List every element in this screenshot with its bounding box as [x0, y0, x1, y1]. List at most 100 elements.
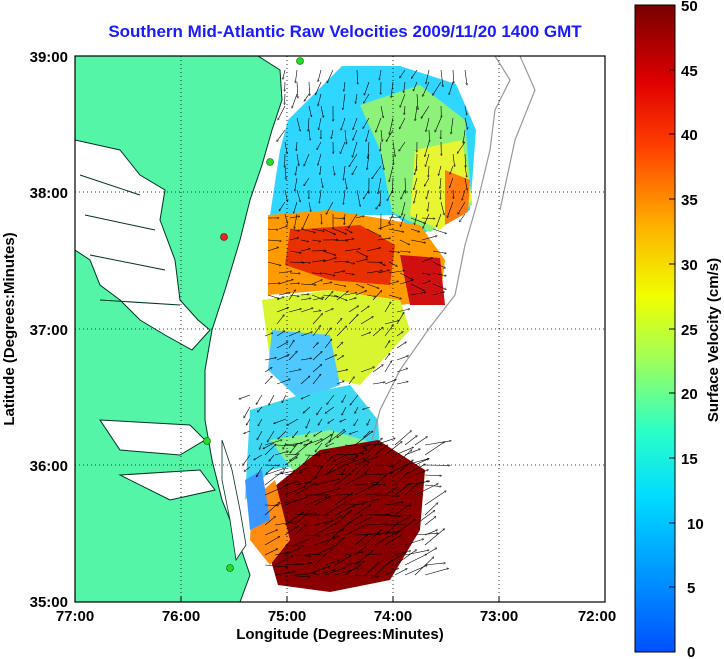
station-marker	[296, 57, 304, 65]
velocity-vector	[343, 93, 346, 110]
velocity-vector	[354, 547, 366, 556]
velocity-vector	[414, 177, 418, 190]
velocity-vector	[374, 445, 388, 456]
velocity-vector	[317, 141, 322, 150]
velocity-vector	[263, 442, 275, 449]
velocity-vector	[336, 381, 344, 385]
velocity-vector	[352, 141, 358, 157]
velocity-vector	[452, 153, 455, 166]
radar-stations	[203, 57, 304, 572]
velocity-vector	[309, 81, 310, 95]
velocity-vector	[337, 430, 347, 437]
velocity-vector	[304, 535, 320, 536]
velocity-vector	[243, 454, 251, 465]
velocity-vector	[295, 165, 298, 175]
velocity-vector	[344, 177, 347, 189]
velocity-vector	[440, 177, 442, 188]
velocity-vector	[426, 189, 430, 199]
velocity-vector	[301, 394, 311, 399]
velocity-vector	[312, 374, 321, 385]
velocity-vector	[389, 213, 394, 223]
bay-tributaries	[79, 174, 181, 306]
velocity-vector	[294, 513, 316, 516]
velocity-vector	[394, 551, 410, 556]
colorbar-tick-labels: 50 45 40 35 30 25 20 15 10 5 0	[681, 0, 704, 659]
velocity-vector	[333, 240, 348, 241]
velocity-vector	[304, 177, 310, 186]
velocity-vector	[387, 189, 394, 200]
velocity-vector	[464, 69, 467, 85]
colorbar-tick-label: 25	[681, 322, 698, 339]
velocity-vector	[267, 261, 281, 265]
velocity-vector	[394, 519, 415, 536]
colorbar-tick-label: 10	[687, 516, 704, 533]
velocity-vector	[354, 533, 379, 536]
velocity-vector	[283, 442, 287, 449]
velocity-vector	[355, 259, 367, 263]
velocity-vector	[295, 69, 298, 83]
velocity-vector	[334, 556, 351, 566]
velocity-vector	[352, 466, 359, 472]
velocity-vector	[314, 435, 332, 446]
velocity-vector	[394, 431, 411, 446]
velocity-vector	[333, 261, 348, 262]
velocity-vector	[404, 459, 429, 466]
velocity-vector	[355, 250, 368, 257]
velocity-vector	[399, 280, 413, 285]
velocity-vector	[426, 69, 430, 84]
velocity-vector	[344, 475, 364, 486]
velocity-vector	[410, 283, 424, 290]
velocity-vector	[414, 437, 427, 446]
velocity-vector	[324, 567, 346, 576]
velocity-vector	[340, 418, 347, 422]
velocity-vector	[355, 406, 359, 413]
velocity-vector	[426, 117, 430, 132]
velocity-vector	[269, 394, 275, 405]
velocity-vector	[463, 129, 466, 143]
velocity-vector	[256, 394, 263, 404]
velocity-vector	[394, 450, 412, 466]
velocity-vector	[296, 141, 297, 151]
velocity-vector	[264, 367, 272, 373]
velocity-vector	[319, 117, 322, 130]
velocity-vector	[288, 369, 301, 373]
velocity-vector	[334, 493, 352, 506]
velocity-vector	[282, 466, 287, 474]
velocity-vector	[344, 504, 364, 506]
velocity-vector	[267, 294, 279, 298]
velocity-vector	[259, 442, 263, 449]
velocity-vector	[324, 536, 335, 546]
velocity-vector	[400, 93, 406, 107]
velocity-vector	[396, 313, 404, 325]
velocity-vector	[348, 377, 354, 385]
velocity-vector	[413, 81, 418, 91]
velocity-vector	[372, 291, 382, 301]
velocity-vector	[283, 69, 286, 79]
velocity-vector	[354, 431, 373, 446]
velocity-vector	[388, 281, 398, 285]
velocity-vector	[343, 165, 346, 180]
velocity-vector	[292, 93, 298, 108]
velocity-vector	[364, 530, 381, 546]
velocity-vector	[440, 201, 444, 215]
velocity-vector	[278, 280, 293, 285]
velocity-vector	[428, 201, 430, 211]
velocity-vector	[342, 466, 347, 474]
velocity-vector	[333, 294, 347, 300]
velocity-vector	[460, 213, 466, 222]
velocity-vector	[354, 457, 378, 466]
velocity-vector	[289, 238, 299, 241]
velocity-vector	[344, 526, 364, 536]
velocity-vector	[425, 141, 430, 156]
velocity-vector	[294, 213, 298, 229]
velocity-vector	[294, 563, 312, 566]
velocity-vector	[344, 239, 354, 241]
velocity-vector	[388, 250, 399, 252]
velocity-vector	[257, 430, 263, 440]
velocity-vector	[324, 537, 344, 556]
velocity-vector	[312, 326, 320, 337]
velocity-vector	[274, 556, 293, 566]
velocity-vector	[343, 189, 346, 204]
velocity-vector	[284, 457, 297, 466]
